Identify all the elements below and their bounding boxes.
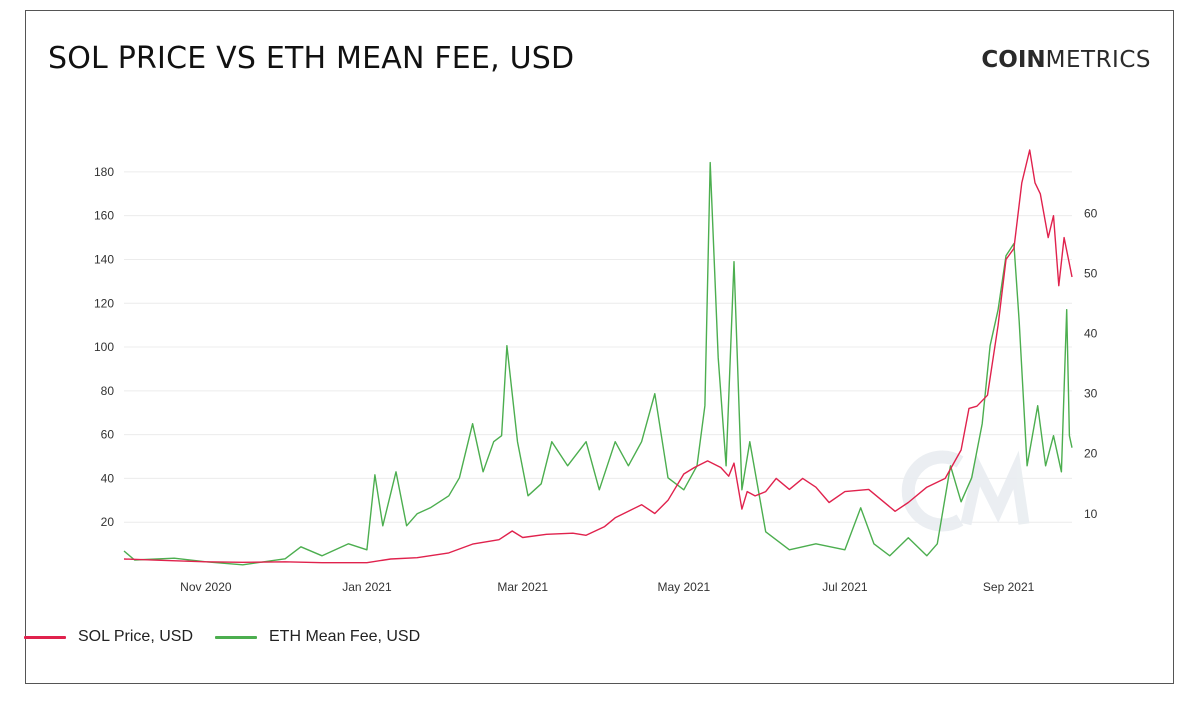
x-tick-label: Sep 2021 xyxy=(983,580,1035,594)
coinmetrics-logo: COINMETRICS xyxy=(981,47,1151,73)
legend-item-sol[interactable]: SOL Price, USD xyxy=(24,628,193,646)
x-tick-label: Mar 2021 xyxy=(497,580,548,594)
y-left-tick-label: 40 xyxy=(101,471,115,485)
y-left-tick-label: 20 xyxy=(101,515,115,529)
y-right-tick-label: 40 xyxy=(1084,327,1098,341)
y-right-tick-label: 20 xyxy=(1084,447,1098,461)
x-tick-label: Jan 2021 xyxy=(342,580,392,594)
legend-label-eth: ETH Mean Fee, USD xyxy=(269,628,421,645)
legend-swatch-eth xyxy=(215,635,257,639)
y-left-tick-label: 80 xyxy=(101,384,115,398)
y-right-tick-label: 60 xyxy=(1084,207,1098,221)
y-left-tick-label: 100 xyxy=(94,340,114,354)
sol-price-line xyxy=(123,149,1073,564)
logo-metrics-text: METRICS xyxy=(1045,47,1151,73)
y-left-tick-label: 180 xyxy=(94,165,114,179)
legend-label-sol: SOL Price, USD xyxy=(78,628,193,645)
x-tick-label: Jul 2021 xyxy=(822,580,868,594)
y-left-tick-label: 120 xyxy=(94,296,114,310)
logo-coin-text: COIN xyxy=(981,47,1046,73)
eth-fee-line xyxy=(123,161,1073,566)
y-right-tick-label: 30 xyxy=(1084,387,1098,401)
legend: SOL Price, USD ETH Mean Fee, USD xyxy=(24,628,442,646)
chart-title: SOL PRICE VS ETH MEAN FEE, USD xyxy=(48,41,575,76)
x-tick-label: Nov 2020 xyxy=(180,580,232,594)
x-axis: Nov 2020 Jan 2021 Mar 2021 May 2021 Jul 2021… xyxy=(180,580,1034,594)
y-left-tick-label: 140 xyxy=(94,252,114,266)
y-axis-left: 20 40 60 80 100 120 140 160 180 xyxy=(94,165,114,529)
legend-swatch-sol xyxy=(24,635,66,639)
legend-item-eth[interactable]: ETH Mean Fee, USD xyxy=(215,628,420,646)
x-tick-label: May 2021 xyxy=(657,580,710,594)
y-left-tick-label: 60 xyxy=(101,428,115,442)
y-left-tick-label: 160 xyxy=(94,209,114,223)
series-lines xyxy=(123,149,1073,566)
y-right-tick-label: 50 xyxy=(1084,267,1098,281)
y-axis-right: 10 20 30 40 50 60 xyxy=(1084,207,1098,521)
y-right-tick-label: 10 xyxy=(1084,507,1098,521)
gridlines xyxy=(124,171,1072,523)
